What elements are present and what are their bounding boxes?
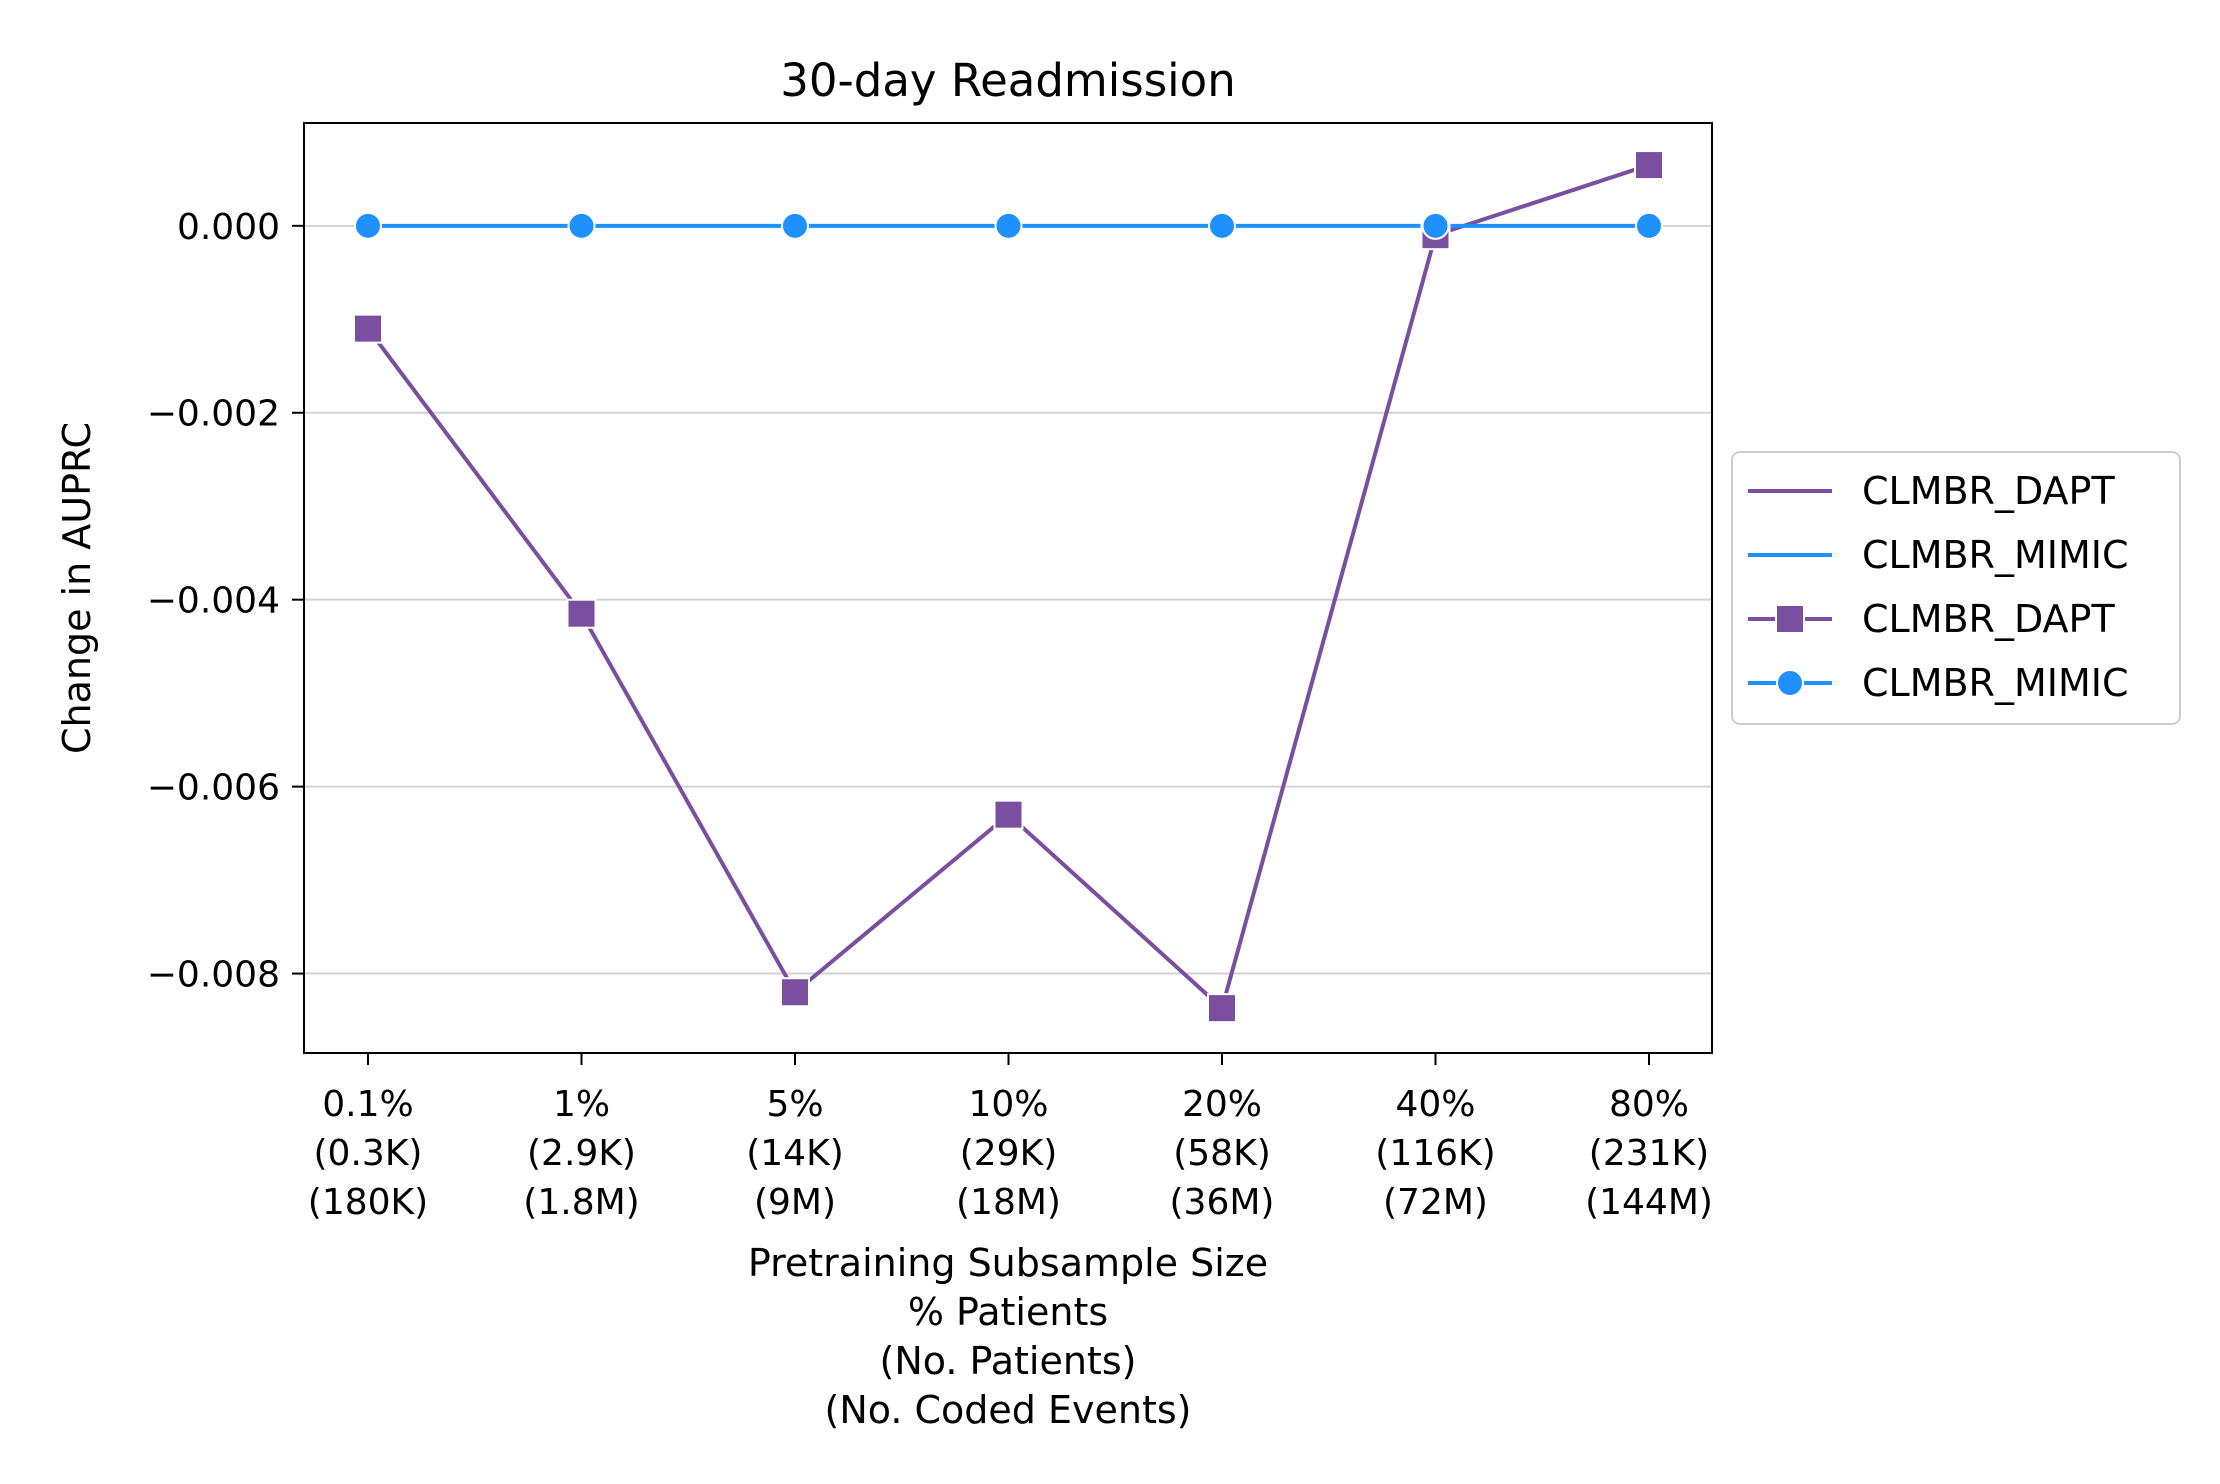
x-tick-label: (36M) <box>1170 1182 1275 1223</box>
data-point-square <box>1207 993 1237 1024</box>
x-tick-label: (18M) <box>956 1182 1061 1223</box>
x-tick-label: (72M) <box>1383 1182 1488 1223</box>
legend-label: CLMBR_MIMIC <box>1862 533 2128 577</box>
legend-label: CLMBR_DAPT <box>1862 469 2115 513</box>
x-axis-label: Pretraining Subsample Size % Patients (N… <box>748 1241 1268 1432</box>
x-tick-label: (231K) <box>1589 1133 1709 1174</box>
data-point-square <box>353 313 383 344</box>
data-point-square <box>566 598 597 629</box>
data-point-circle <box>781 211 809 240</box>
x-tick-label: 10% <box>968 1084 1048 1125</box>
y-tick-label: −0.002 <box>147 394 280 435</box>
y-tick-label: −0.006 <box>147 768 280 809</box>
x-axis-label-line: (No. Coded Events) <box>825 1388 1192 1432</box>
legend-marker-square <box>1775 604 1805 634</box>
x-axis-label-line: % Patients <box>908 1290 1108 1334</box>
data-point-square <box>993 799 1024 830</box>
y-tick-label: 0.000 <box>177 207 280 248</box>
x-axis-label-line: Pretraining Subsample Size <box>748 1241 1268 1285</box>
x-axis: 0.1% (0.3K) (180K) 1% (2.9K) (1.8M) 5% (14K) (9M… <box>308 1053 1713 1223</box>
x-tick-label: (58K) <box>1173 1133 1271 1174</box>
data-point-square <box>780 977 810 1008</box>
chart-title: 30-day Readmission <box>780 54 1235 107</box>
legend-box <box>1731 451 2181 725</box>
x-tick-label: (9M) <box>754 1182 836 1223</box>
y-axis: 0.000 −0.002 −0.004 −0.006 −0.008 <box>147 207 304 996</box>
data-point-circle <box>354 211 382 240</box>
x-tick-label: 80% <box>1609 1084 1689 1125</box>
data-point-circle <box>567 211 596 240</box>
x-tick-label: (144M) <box>1585 1182 1713 1223</box>
series-layer <box>353 150 1664 1024</box>
data-point-square <box>1634 150 1664 181</box>
x-tick-label: (1.8M) <box>523 1182 639 1223</box>
y-tick-label: −0.008 <box>147 955 280 996</box>
y-axis-label: Change in AUPRC <box>55 422 99 754</box>
x-tick-label: 1% <box>553 1084 610 1125</box>
x-tick-label: 0.1% <box>322 1084 413 1125</box>
legend: CLMBR_DAPT CLMBR_MIMIC CLMBR_DAPT CLMBR_MIM… <box>1731 451 2181 725</box>
x-tick-label: (0.3K) <box>314 1133 423 1174</box>
x-tick-label: (180K) <box>308 1182 428 1223</box>
data-point-circle <box>1635 211 1663 240</box>
x-tick-label: (116K) <box>1375 1133 1495 1174</box>
legend-label: CLMBR_DAPT <box>1862 597 2115 641</box>
x-tick-label: 20% <box>1182 1084 1262 1125</box>
legend-marker-circle <box>1776 669 1804 697</box>
data-point-circle <box>994 211 1023 240</box>
x-tick-label: 40% <box>1395 1084 1475 1125</box>
y-tick-label: −0.004 <box>147 581 280 622</box>
data-point-circle <box>1208 211 1236 240</box>
x-tick-label: (14K) <box>746 1133 844 1174</box>
legend-label: CLMBR_MIMIC <box>1862 661 2128 705</box>
x-tick-label: 5% <box>766 1084 823 1125</box>
data-point-circle <box>1421 211 1450 240</box>
x-tick-label: (29K) <box>960 1133 1058 1174</box>
x-tick-label: (2.9K) <box>527 1133 636 1174</box>
x-axis-label-line: (No. Patients) <box>880 1339 1137 1383</box>
